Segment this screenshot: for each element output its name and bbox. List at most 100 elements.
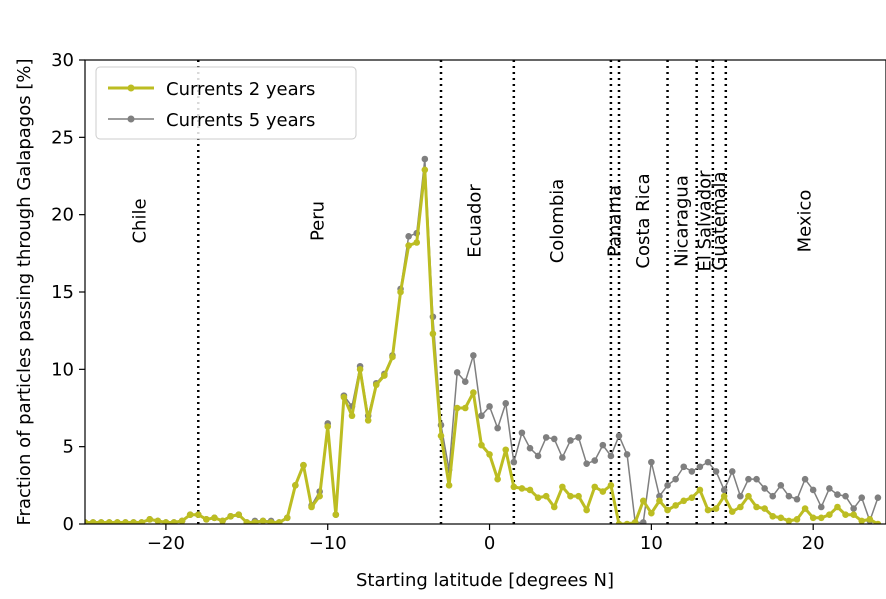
data-point-series-1 bbox=[866, 516, 874, 523]
data-point-series-2 bbox=[648, 458, 655, 466]
data-point-series-1 bbox=[308, 503, 315, 511]
data-point-series-1 bbox=[478, 441, 485, 449]
data-point-series-1 bbox=[122, 519, 129, 524]
y-axis-label: Fraction of particles passing through Ga… bbox=[14, 59, 35, 526]
data-point-series-2 bbox=[656, 492, 663, 500]
data-point-series-2 bbox=[704, 458, 712, 466]
data-point-series-1 bbox=[211, 514, 218, 522]
data-point-series-2 bbox=[526, 444, 534, 452]
data-point-series-1 bbox=[559, 483, 566, 491]
data-point-series-2 bbox=[542, 434, 550, 441]
country-label-chile: Chile bbox=[130, 198, 151, 243]
data-point-series-1 bbox=[381, 372, 388, 379]
data-point-series-1 bbox=[437, 432, 445, 440]
data-point-series-2 bbox=[405, 233, 412, 240]
x-tick-label: −10 bbox=[309, 533, 347, 554]
data-point-series-1 bbox=[203, 516, 210, 523]
country-label-peru: Peru bbox=[308, 201, 329, 241]
data-point-series-1 bbox=[842, 511, 849, 519]
data-point-series-1 bbox=[793, 516, 801, 523]
data-point-series-2 bbox=[478, 412, 485, 420]
data-point-series-1 bbox=[372, 381, 380, 389]
data-point-series-2 bbox=[575, 434, 582, 441]
data-point-series-2 bbox=[599, 441, 607, 449]
data-point-series-1 bbox=[672, 502, 679, 509]
legend-marker-series-1 bbox=[127, 84, 135, 92]
y-tick-label: 15 bbox=[51, 282, 74, 303]
data-point-series-1 bbox=[243, 519, 251, 524]
data-point-series-1 bbox=[639, 497, 647, 505]
data-point-series-2 bbox=[769, 492, 777, 500]
data-point-series-1 bbox=[737, 503, 744, 511]
data-point-series-1 bbox=[445, 482, 453, 489]
data-point-series-1 bbox=[275, 519, 283, 524]
country-label-colombia: Colombia bbox=[547, 179, 568, 264]
data-point-series-1 bbox=[777, 514, 785, 522]
data-point-series-2 bbox=[591, 457, 599, 464]
data-point-series-1 bbox=[332, 511, 340, 519]
data-point-series-2 bbox=[502, 400, 510, 407]
data-point-series-1 bbox=[162, 519, 170, 524]
data-point-series-1 bbox=[114, 519, 121, 524]
data-point-series-1 bbox=[761, 505, 768, 512]
data-point-series-2 bbox=[737, 492, 744, 500]
country-label-nicaragua: Nicaragua bbox=[672, 175, 693, 267]
data-point-series-2 bbox=[761, 485, 768, 492]
data-point-series-2 bbox=[510, 458, 518, 466]
data-point-series-1 bbox=[858, 517, 866, 524]
data-point-series-2 bbox=[518, 429, 526, 437]
country-label-guatemala: Guatemala bbox=[709, 171, 730, 270]
data-point-series-1 bbox=[648, 509, 655, 517]
data-point-series-1 bbox=[623, 520, 631, 524]
data-point-series-1 bbox=[720, 492, 728, 500]
data-point-series-1 bbox=[526, 486, 534, 494]
data-point-series-1 bbox=[85, 519, 89, 524]
country-label-panama: Panama bbox=[604, 185, 625, 257]
data-point-series-1 bbox=[259, 517, 267, 524]
data-point-series-2 bbox=[486, 403, 493, 410]
data-point-series-2 bbox=[680, 463, 688, 471]
data-point-series-1 bbox=[502, 446, 510, 454]
data-point-series-1 bbox=[826, 511, 833, 519]
data-point-series-2 bbox=[421, 155, 429, 163]
x-tick-label: 10 bbox=[640, 533, 663, 554]
x-axis-label: Starting latitude [degrees N] bbox=[356, 570, 614, 591]
data-point-series-1 bbox=[235, 511, 243, 519]
data-point-series-1 bbox=[470, 389, 477, 396]
data-point-series-2 bbox=[850, 505, 857, 512]
data-point-series-1 bbox=[680, 497, 688, 505]
data-point-series-1 bbox=[656, 497, 663, 505]
data-point-series-1 bbox=[292, 482, 299, 489]
data-point-series-1 bbox=[348, 412, 356, 420]
data-point-series-2 bbox=[785, 492, 793, 500]
x-tick-label: 20 bbox=[802, 533, 825, 554]
data-point-series-2 bbox=[550, 435, 558, 443]
data-point-series-1 bbox=[170, 519, 178, 524]
data-point-series-2 bbox=[753, 475, 760, 483]
data-point-series-1 bbox=[453, 404, 461, 412]
x-tick-label: 0 bbox=[484, 533, 495, 554]
data-point-series-1 bbox=[316, 492, 323, 500]
data-point-series-1 bbox=[227, 512, 234, 520]
data-point-series-1 bbox=[429, 330, 437, 338]
country-label-ecuador: Ecuador bbox=[464, 184, 485, 258]
data-point-series-1 bbox=[494, 475, 501, 483]
data-point-series-1 bbox=[834, 503, 841, 511]
data-point-series-2 bbox=[461, 378, 469, 386]
data-point-series-1 bbox=[704, 506, 712, 514]
data-point-series-1 bbox=[97, 519, 105, 524]
axes: Starting latitude [degrees N] Fraction o… bbox=[14, 50, 886, 591]
data-point-series-1 bbox=[486, 451, 493, 458]
data-point-series-2 bbox=[801, 475, 809, 483]
country-label-el-salvador: El Salvador bbox=[694, 170, 715, 272]
data-point-series-2 bbox=[874, 494, 882, 502]
data-point-series-2 bbox=[817, 503, 825, 511]
data-point-series-1 bbox=[745, 492, 752, 500]
legend-box bbox=[95, 66, 357, 140]
data-point-series-2 bbox=[470, 352, 477, 359]
data-point-series-1 bbox=[421, 166, 429, 174]
country-label-mexico: Mexico bbox=[795, 190, 816, 253]
data-point-series-1 bbox=[194, 511, 202, 519]
data-point-series-1 bbox=[615, 520, 623, 524]
data-point-series-1 bbox=[130, 519, 137, 524]
